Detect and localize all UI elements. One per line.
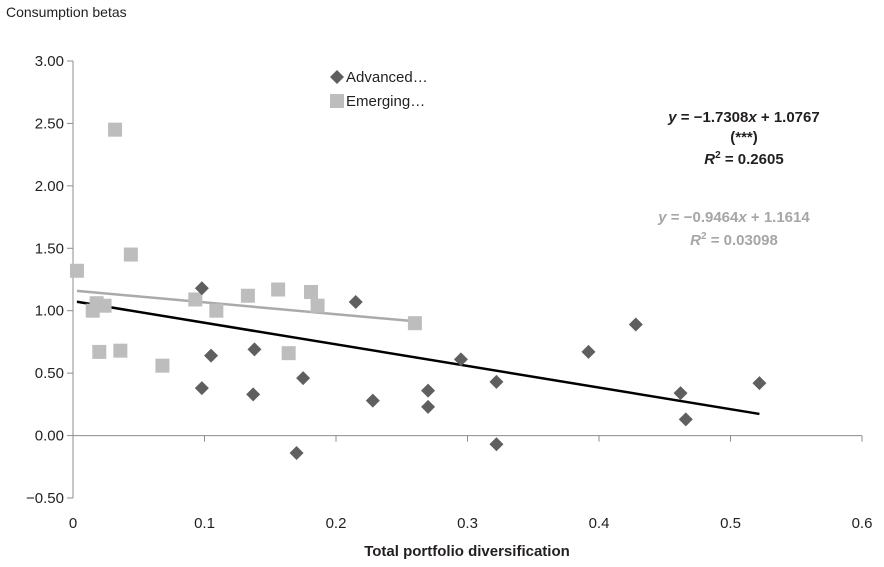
emerging-point (113, 343, 128, 358)
legend-diamond (330, 70, 344, 84)
advanced-r-squared: R2 = 0.2605 (704, 150, 783, 168)
emerging-point (97, 298, 112, 313)
advanced-point (194, 281, 209, 296)
emerging-point (407, 316, 422, 331)
advanced-point (453, 352, 468, 367)
trendline-advanced (76, 300, 760, 416)
advanced-point (673, 386, 688, 401)
emerging-r-squared: R2 = 0.03098 (690, 231, 778, 249)
emerging-point (271, 282, 286, 297)
data-points (69, 122, 767, 461)
advanced-point (421, 383, 436, 398)
emerging-point (69, 263, 84, 278)
axes: −0.50 0.00 0.50 1.00 1.50 2.00 2.50 3.00 0 0.1 0.2… (26, 53, 872, 532)
legend-label-advanced: Advanced… (346, 69, 428, 86)
annotation-advanced: y = −1.7308x + 1.0767 (***) R2 = 0.2605 (667, 109, 819, 168)
emerging-point (209, 303, 224, 318)
emerging-point (281, 346, 296, 361)
x-axis-title: Total portfolio diversification (364, 543, 570, 560)
advanced-equation: y = −1.7308x + 1.0767 (667, 109, 819, 126)
emerging-point (310, 298, 325, 313)
advanced-point (296, 371, 311, 386)
x-tick-label: 0.6 (852, 515, 873, 532)
legend-marker-emerging (330, 94, 344, 108)
legend: Advanced… Emerging… (330, 69, 428, 110)
advanced-point (365, 393, 380, 408)
x-tick-label: 0.5 (720, 515, 741, 532)
emerging-point (92, 344, 107, 359)
x-tick-label: 0.3 (457, 515, 478, 532)
emerging-point (155, 358, 170, 373)
emerging-point (108, 122, 123, 137)
x-tick-label: 0.1 (194, 515, 215, 532)
x-tick-label: 0 (69, 515, 77, 532)
advanced-point (678, 412, 693, 427)
legend-square (330, 94, 344, 108)
advanced-point (204, 348, 219, 363)
advanced-point (489, 437, 504, 452)
legend-label-emerging: Emerging… (346, 93, 425, 110)
y-tick-label: 1.50 (35, 240, 64, 257)
y-tick-label: 0.50 (35, 365, 64, 382)
annotation-emerging: y = −0.9464x + 1.1614 R2 = 0.03098 (657, 209, 810, 249)
emerging-point (240, 288, 255, 303)
emerging-point (123, 247, 138, 262)
legend-marker-advanced (330, 70, 344, 84)
y-axis-title: Consumption betas (6, 4, 127, 20)
emerging-point (304, 284, 319, 299)
trendlines (76, 289, 760, 416)
advanced-point (752, 376, 767, 391)
trendline-emerging (76, 289, 416, 323)
advanced-significance: (***) (730, 129, 758, 146)
advanced-point (421, 399, 436, 414)
emerging-point (188, 292, 203, 307)
advanced-point (289, 446, 304, 461)
advanced-point (247, 342, 262, 357)
y-tick-label: 1.00 (35, 303, 64, 320)
y-tick-label: 2.50 (35, 115, 64, 132)
advanced-point (348, 294, 363, 309)
y-tick-label: 3.00 (35, 53, 64, 70)
y-tick-label: 0.00 (35, 428, 64, 445)
advanced-point (628, 317, 643, 332)
advanced-point (194, 381, 209, 396)
y-tick-label: −0.50 (26, 490, 64, 507)
advanced-point (246, 387, 261, 402)
x-tick-label: 0.4 (589, 515, 610, 532)
y-tick-label: 2.00 (35, 178, 64, 195)
emerging-equation: y = −0.9464x + 1.1614 (657, 209, 810, 226)
advanced-point (581, 344, 596, 359)
x-tick-label: 0.2 (326, 515, 347, 532)
advanced-point (489, 374, 504, 389)
